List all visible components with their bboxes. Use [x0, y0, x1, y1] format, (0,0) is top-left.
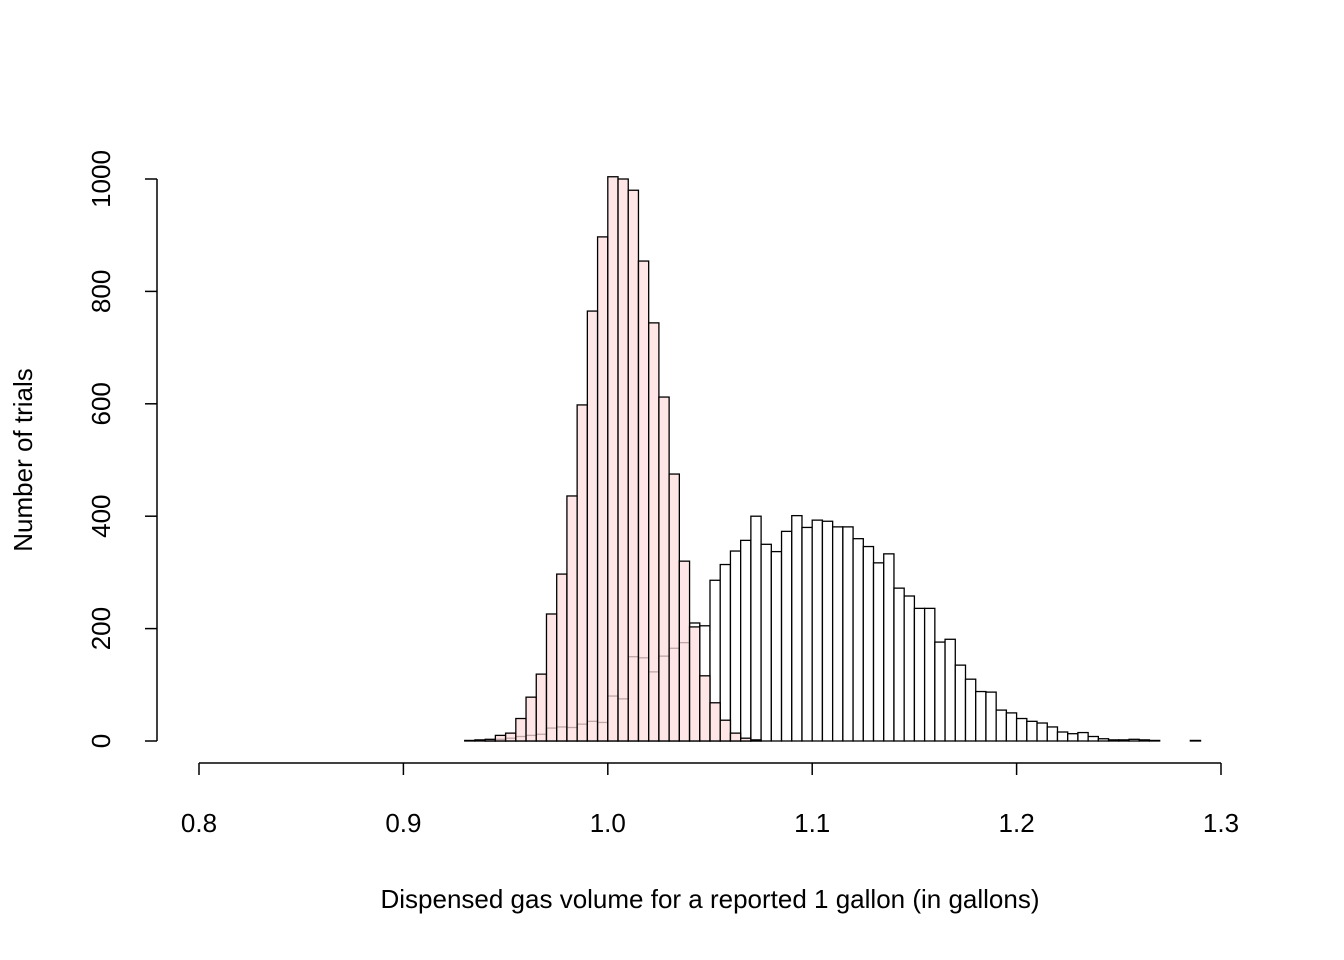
histogram-bar: [852, 538, 864, 742]
histogram-bar: [862, 545, 875, 742]
histogram-bar: [1097, 738, 1110, 742]
histogram-bar: [1128, 738, 1140, 742]
y-tick-label: 0: [86, 734, 116, 748]
histogram-bar: [1148, 739, 1161, 742]
histogram-bar: [760, 543, 772, 742]
histogram-bar: [913, 607, 926, 742]
histogram-bar: [903, 595, 916, 742]
histogram-bar: [607, 176, 619, 742]
histogram-bar: [872, 562, 885, 742]
x-tick-label: 1.3: [1203, 808, 1239, 838]
histogram-bar: [596, 236, 609, 742]
histogram-bar: [586, 310, 599, 742]
histogram-bar: [637, 260, 650, 742]
histogram-bar: [893, 587, 905, 742]
histogram-bar: [1118, 739, 1130, 742]
histogram-bar: [1087, 735, 1100, 742]
histogram-bar: [1026, 720, 1038, 742]
histogram-bar: [648, 322, 660, 742]
histogram-bar: [699, 675, 711, 742]
y-tick-label: 600: [86, 382, 116, 425]
histogram-bar: [627, 189, 640, 742]
histogram-bar: [709, 702, 721, 742]
histogram-bar: [821, 520, 834, 742]
histogram-bar: [494, 734, 507, 742]
histogram-bar: [668, 473, 680, 742]
y-tick-label: 800: [86, 270, 116, 313]
histogram-bar: [556, 573, 568, 742]
histogram-bar: [995, 709, 1008, 742]
histogram-bar: [464, 739, 476, 742]
histogram-bar: [688, 626, 701, 742]
histogram-bar: [923, 607, 936, 742]
histogram-bar: [801, 526, 813, 742]
histogram-bar: [954, 664, 967, 742]
histogram-bar: [1189, 739, 1202, 742]
x-tick-label: 0.9: [385, 808, 421, 838]
histogram-bar: [515, 717, 527, 742]
histogram-bar: [719, 719, 732, 742]
histogram-bar: [750, 515, 762, 742]
x-tick-label: 1.1: [794, 808, 830, 838]
histogram-bar: [617, 178, 629, 742]
histogram-bar: [484, 738, 497, 742]
histogram-bar: [944, 638, 956, 742]
histogram-bar: [729, 550, 742, 742]
x-axis-label: Dispensed gas volume for a reported 1 ga…: [380, 884, 1039, 914]
histogram-bar: [1138, 739, 1151, 742]
histogram-bar: [1036, 722, 1048, 742]
histogram-bar: [750, 739, 762, 742]
histogram-bar: [566, 495, 578, 742]
histogram-bar: [740, 737, 752, 742]
histogram-bar: [535, 673, 548, 742]
y-tick-label: 200: [86, 607, 116, 650]
histogram-bar: [658, 396, 670, 742]
histogram-bar: [985, 691, 997, 742]
histogram-bar: [842, 526, 854, 742]
histogram-bar: [770, 550, 783, 742]
histogram-bar: [780, 530, 793, 742]
histogram-bar: [740, 539, 752, 742]
histogram-bar: [678, 560, 691, 742]
histogram-bar: [1046, 726, 1059, 742]
y-axis-label: Number of trials: [8, 368, 38, 552]
histogram-bar: [934, 641, 946, 742]
histogram-bar: [576, 404, 589, 742]
histogram-bar: [474, 739, 486, 742]
histogram-bar: [975, 690, 987, 742]
x-tick-label: 1.2: [999, 808, 1035, 838]
histogram-bar: [504, 732, 517, 742]
y-tick-label: 400: [86, 495, 116, 538]
histogram-bar: [964, 678, 977, 742]
histogram-bar: [545, 613, 558, 742]
histogram-bar: [791, 514, 803, 742]
histogram-bar: [729, 732, 742, 742]
histogram-bar: [525, 696, 537, 742]
y-tick-label: 1000: [86, 150, 116, 208]
x-tick-label: 0.8: [181, 808, 217, 838]
histogram-bar: [883, 553, 895, 742]
histogram-bar: [1015, 717, 1028, 742]
histogram-bar: [831, 526, 844, 742]
histogram-bar: [1005, 712, 1018, 742]
histogram-bar: [811, 519, 824, 742]
histogram-bar: [1077, 731, 1089, 742]
x-tick-label: 1.0: [590, 808, 626, 838]
histogram-bar: [719, 563, 732, 742]
histogram-bar: [1056, 731, 1069, 742]
histogram-bar: [1067, 733, 1079, 742]
histogram-bar: [1107, 739, 1120, 742]
